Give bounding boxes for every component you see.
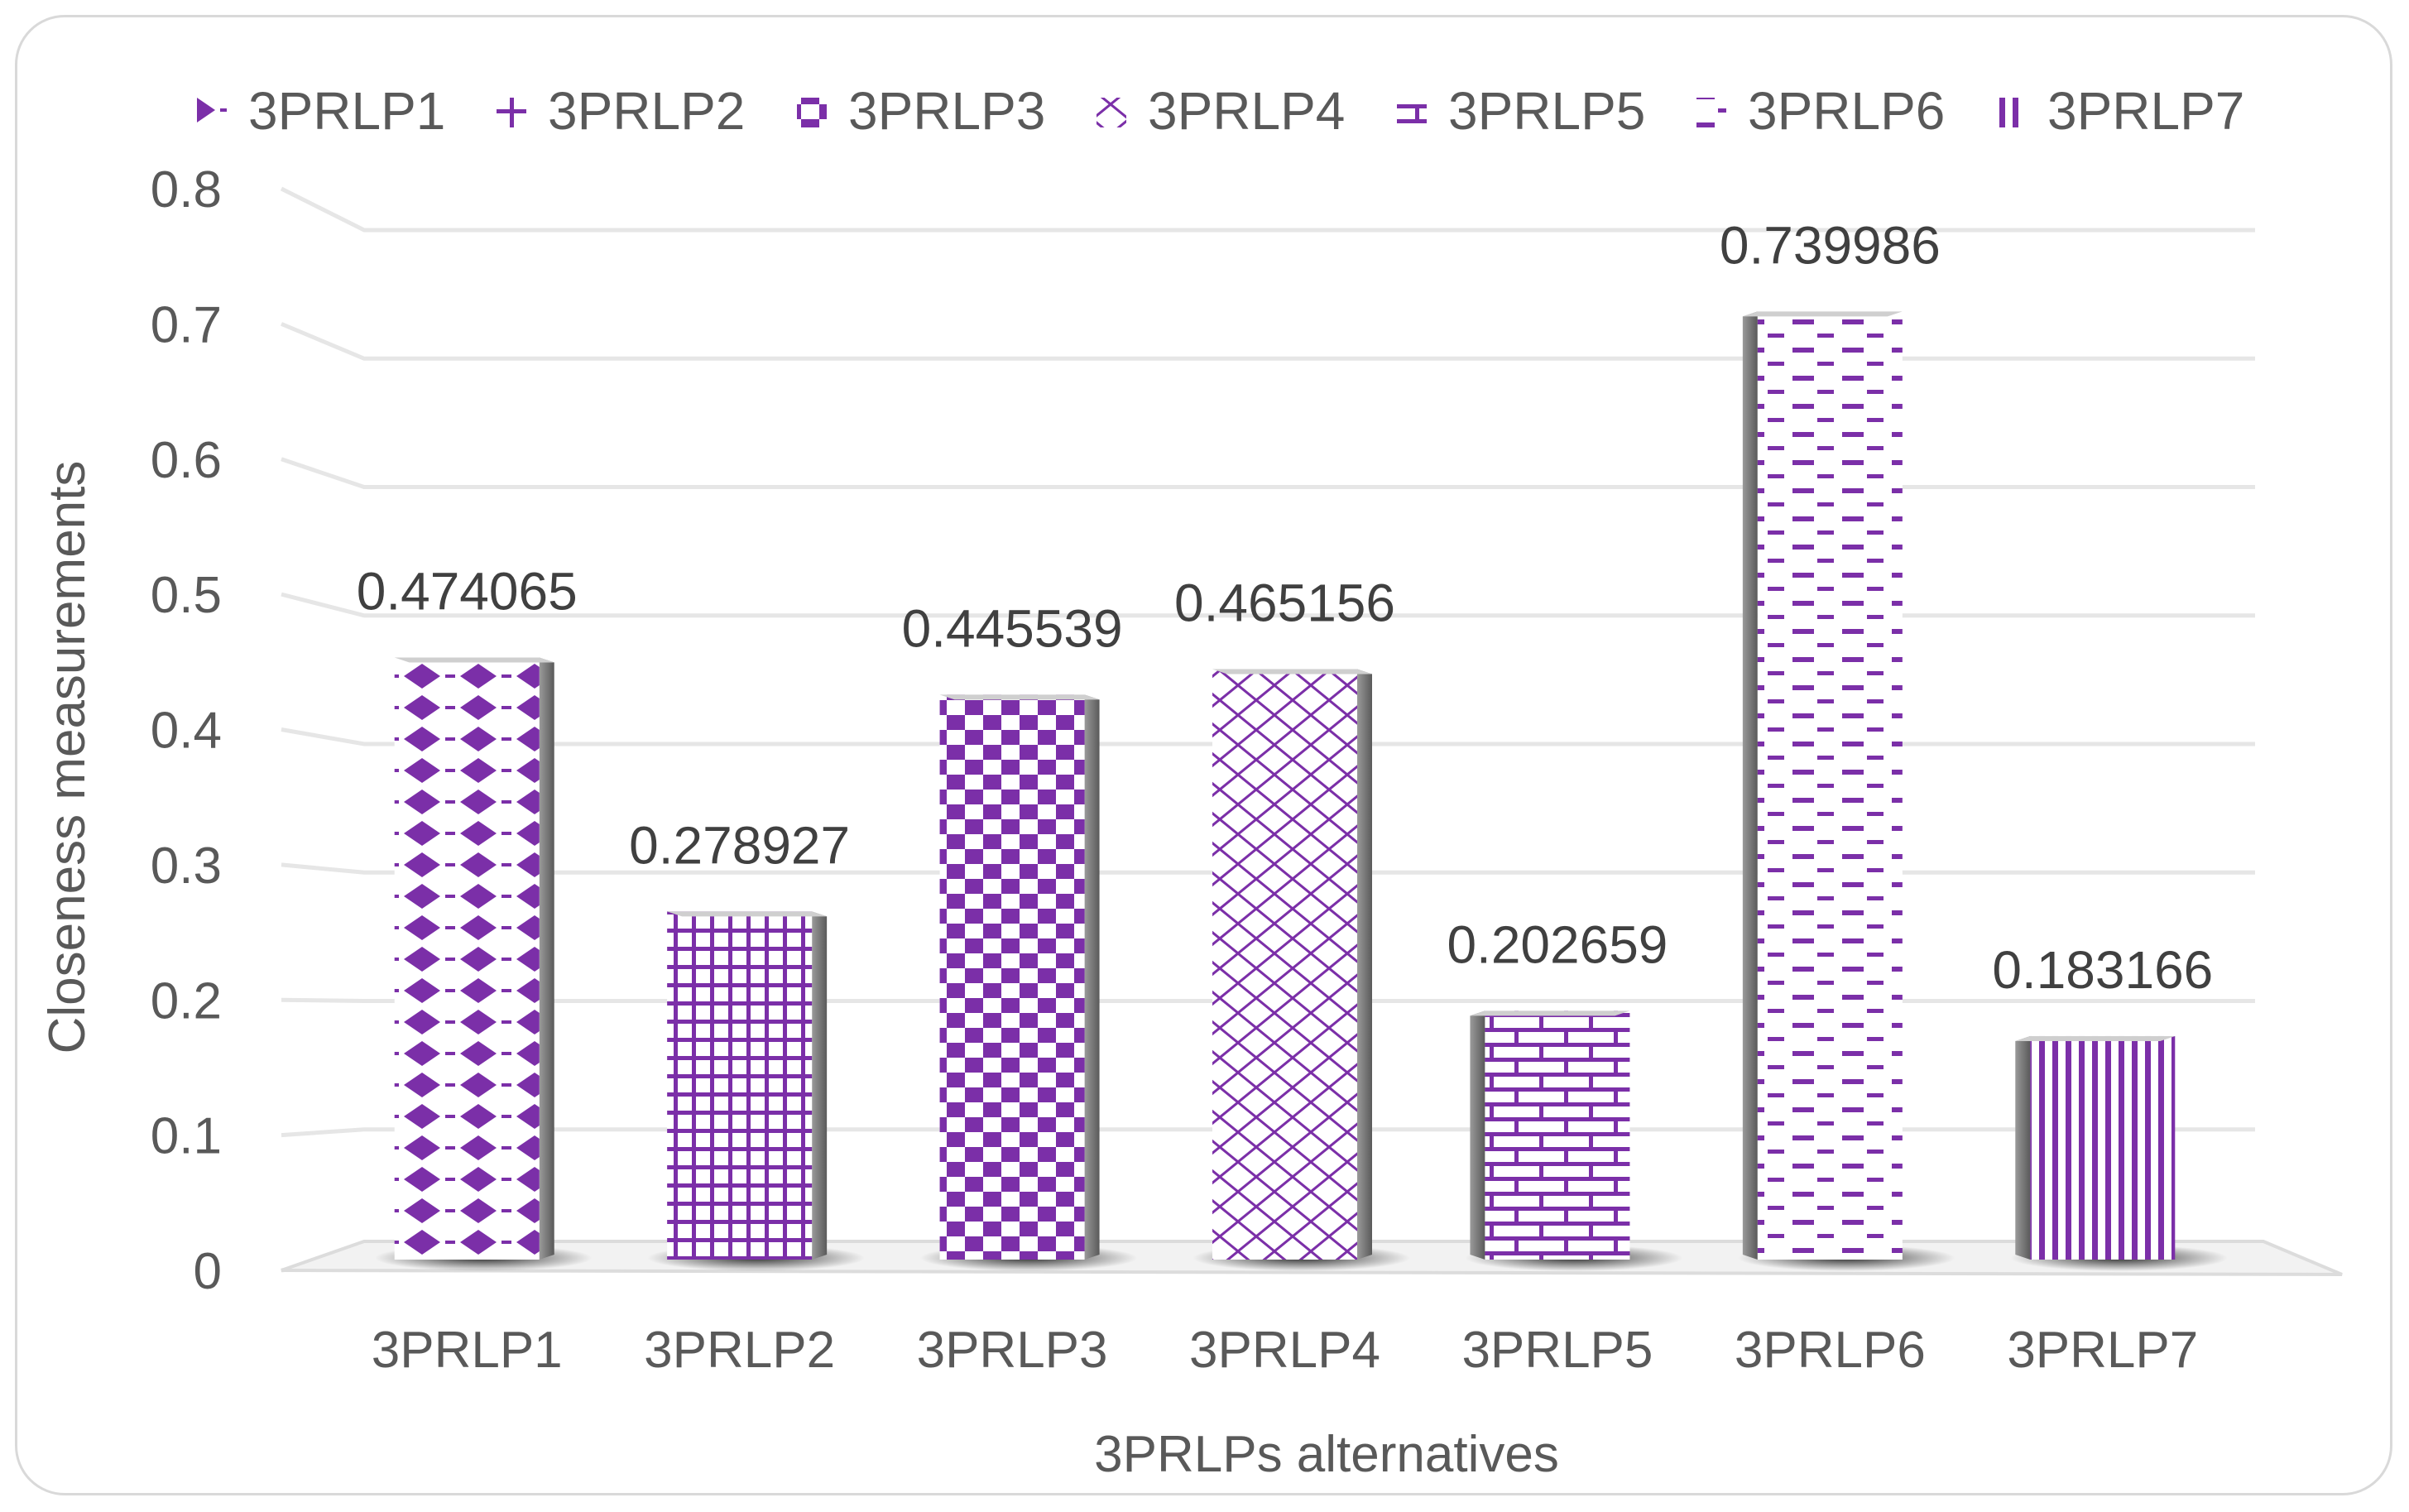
bar-top xyxy=(394,657,554,663)
bar-3prlp4 xyxy=(1212,669,1357,1260)
y-tick-label: 0.8 xyxy=(151,161,222,218)
x-tick-label: 3PRLP6 xyxy=(1735,1322,1926,1379)
data-labels: 0.474065 0.278927 0.445539 0.465156 0.202659… xyxy=(357,215,2214,1000)
legend-item: 3PRLP3 xyxy=(848,81,1045,141)
x-tick-label: 3PRLP5 xyxy=(1461,1322,1653,1379)
x-axis-title: 3PRLPs alternatives xyxy=(1094,1426,1559,1483)
gridline xyxy=(281,592,2255,618)
gridline xyxy=(281,322,2255,361)
data-label: 0.445539 xyxy=(902,598,1123,658)
legend-swatch xyxy=(797,98,827,127)
bar-top xyxy=(667,911,828,917)
x-tick-label: 3PRLP1 xyxy=(372,1322,563,1379)
bar-3prlp2 xyxy=(667,911,813,1260)
y-axis-title: Closeness measurements xyxy=(39,461,96,1054)
legend-item: 3PRLP2 xyxy=(548,81,745,141)
bar-top xyxy=(1212,669,1372,674)
y-tick-label: 0.7 xyxy=(151,296,222,353)
legend-swatch xyxy=(497,98,526,127)
legend-swatch xyxy=(1397,98,1427,127)
bar-top xyxy=(1742,311,1903,317)
y-tick-label: 0.5 xyxy=(151,567,222,624)
bar-top xyxy=(1470,1010,1630,1016)
gridline xyxy=(280,186,2255,233)
bar-3prlp7 xyxy=(2030,1035,2176,1260)
gridline xyxy=(281,727,2255,746)
data-label: 0.474065 xyxy=(357,562,578,622)
legend-swatch xyxy=(197,98,227,127)
bar-side xyxy=(1084,694,1100,1260)
bar-side xyxy=(1357,669,1372,1260)
bar-3prlp3 xyxy=(939,694,1085,1260)
legend-item: 3PRLP5 xyxy=(1448,81,1645,141)
legend-item: 3PRLP7 xyxy=(2047,81,2244,141)
legend-swatch xyxy=(1696,98,1726,127)
bar-3prlp5 xyxy=(1485,1010,1630,1260)
bar-side xyxy=(539,657,554,1260)
y-axis-ticks: 0 0.1 0.2 0.3 0.4 0.5 0.6 0.7 0.8 xyxy=(151,161,222,1300)
data-label: 0.278927 xyxy=(629,815,850,875)
legend: 3PRLP1 3PRLP2 3PRLP3 3PRLP4 3PRLP5 3PRLP6 3PRL… xyxy=(197,81,2244,141)
gridline xyxy=(281,862,2255,875)
y-tick-label: 0.3 xyxy=(151,838,222,895)
legend-item: 3PRLP6 xyxy=(1748,81,1945,141)
y-tick-label: 0 xyxy=(194,1243,222,1300)
gridline xyxy=(281,457,2255,489)
data-label: 0.183166 xyxy=(1992,940,2213,1000)
data-label: 0.465156 xyxy=(1174,574,1395,633)
gridline xyxy=(281,997,2255,1003)
legend-item: 3PRLP1 xyxy=(248,81,445,141)
bars xyxy=(374,311,2229,1271)
y-tick-label: 0.2 xyxy=(151,972,222,1030)
x-tick-label: 3PRLP4 xyxy=(1189,1322,1380,1379)
bar-top xyxy=(2015,1035,2176,1041)
x-axis-ticks: 3PRLP1 3PRLP2 3PRLP3 3PRLP4 3PRLP5 3PRLP6 3PRL… xyxy=(372,1322,2199,1379)
bar-side xyxy=(2015,1035,2031,1260)
y-tick-label: 0.6 xyxy=(151,432,222,489)
bar-side xyxy=(1470,1010,1485,1260)
bar-side xyxy=(1742,311,1758,1260)
y-tick-label: 0.1 xyxy=(151,1108,222,1165)
bar-top xyxy=(939,694,1100,700)
data-label: 0.739986 xyxy=(1720,215,1941,275)
data-label: 0.202659 xyxy=(1447,914,1668,974)
legend-item: 3PRLP4 xyxy=(1148,81,1345,141)
x-tick-label: 3PRLP3 xyxy=(917,1322,1108,1379)
bar-3prlp1 xyxy=(394,657,540,1260)
legend-swatch xyxy=(1996,98,2026,127)
x-tick-label: 3PRLP2 xyxy=(644,1322,835,1379)
legend-swatch xyxy=(1097,98,1126,127)
x-tick-label: 3PRLP7 xyxy=(2007,1322,2198,1379)
bar-3prlp6 xyxy=(1757,311,1903,1260)
bar-side xyxy=(812,911,828,1260)
y-tick-label: 0.4 xyxy=(151,703,222,760)
